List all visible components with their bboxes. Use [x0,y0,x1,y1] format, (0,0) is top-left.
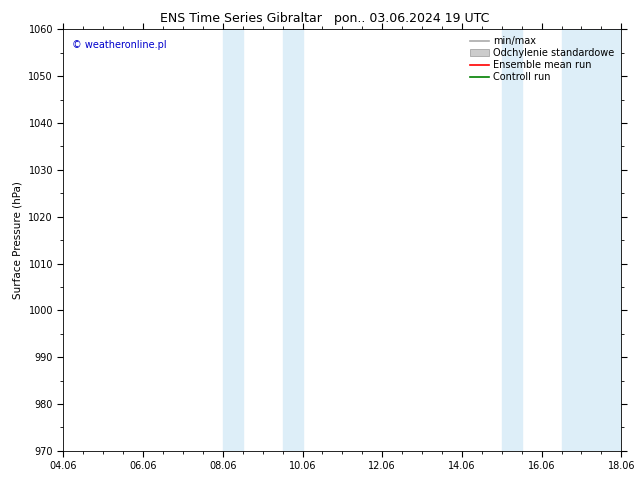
Bar [223,29,243,451]
Text: ENS Time Series Gibraltar: ENS Time Series Gibraltar [160,12,322,25]
Text: pon.. 03.06.2024 19 UTC: pon.. 03.06.2024 19 UTC [334,12,490,25]
Text: © weatheronline.pl: © weatheronline.pl [72,40,166,50]
Legend: min/max, Odchylenie standardowe, Ensemble mean run, Controll run: min/max, Odchylenie standardowe, Ensembl… [468,34,616,84]
Bar [562,29,621,451]
Y-axis label: Surface Pressure (hPa): Surface Pressure (hPa) [13,181,23,299]
Bar [283,29,302,451]
Bar [501,29,522,451]
